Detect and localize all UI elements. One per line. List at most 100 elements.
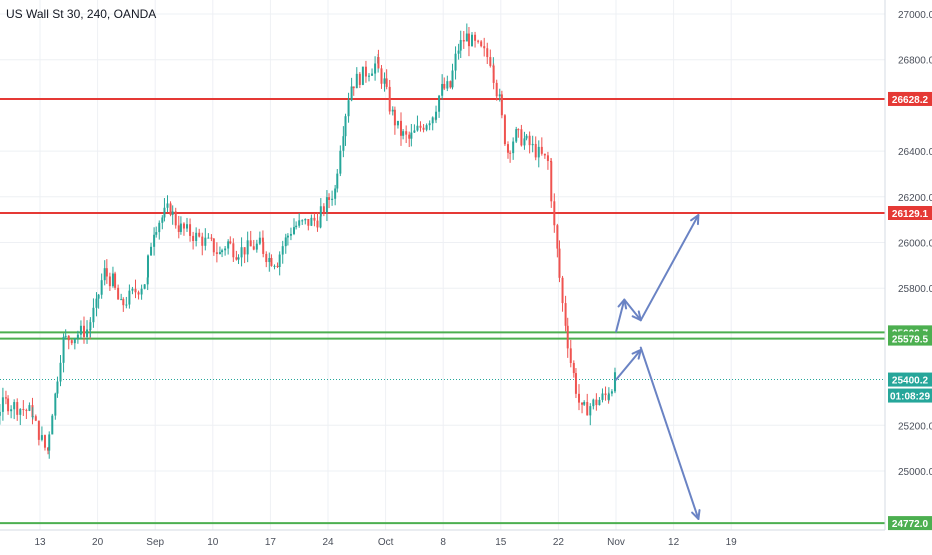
candle-body [483, 46, 486, 49]
candle-body [186, 224, 189, 229]
candle-body [201, 236, 204, 246]
candle-body [51, 415, 54, 435]
candle-body [489, 57, 492, 66]
candle-body [281, 246, 284, 255]
candle-body [578, 393, 580, 403]
candle-body [22, 409, 25, 411]
y-tick-label: 26200.0 [898, 193, 932, 204]
candle-body [517, 129, 520, 131]
candle-body [235, 257, 238, 260]
arrow-down-long-head [691, 509, 701, 520]
candle-body [355, 73, 358, 89]
candle-body [506, 144, 509, 153]
candle-body [380, 68, 383, 84]
candle-body [358, 73, 361, 85]
candle-body [474, 34, 477, 41]
arrow-up-short-shaft [615, 348, 642, 381]
candle-body [221, 250, 224, 253]
candle-body [276, 265, 279, 267]
candle-body [451, 70, 454, 88]
candle-body [28, 405, 31, 411]
candle-body [342, 136, 345, 151]
y-tick-label: 26000.0 [898, 239, 932, 250]
candle-body [498, 94, 501, 97]
arrow-small-down[interactable] [623, 298, 642, 322]
arrow-up-long[interactable] [639, 214, 700, 322]
candle-body [265, 253, 268, 263]
candle-body [583, 402, 586, 405]
candle-body [252, 246, 255, 250]
y-tick-label: 27000.0 [898, 10, 932, 21]
candle-body [598, 399, 601, 406]
level-label-box-resistance-1 [888, 91, 932, 106]
candle-body [111, 273, 114, 287]
candle-body [79, 325, 82, 335]
candle-body [566, 325, 569, 349]
candle-body [525, 135, 528, 139]
x-tick-label: 22 [553, 537, 565, 548]
candle-body [350, 86, 353, 101]
countdown-label: 01:08:29 [890, 392, 930, 403]
candle-body [215, 252, 218, 255]
level-label-box-resistance-2 [888, 206, 932, 221]
candle-body [313, 217, 316, 221]
candle-body [103, 268, 106, 281]
candle-body [179, 223, 182, 232]
candle-body [258, 237, 261, 244]
candle-body [31, 416, 34, 418]
candle-body [67, 335, 70, 341]
arrow-up-small[interactable] [615, 298, 628, 333]
candle-body [328, 197, 331, 200]
candle-body [465, 33, 468, 42]
arrow-down-long[interactable] [639, 346, 701, 520]
x-tick-label: 15 [495, 537, 507, 548]
level-label-support-3: 24772.0 [892, 519, 929, 530]
candle-body [261, 237, 264, 242]
candle-body [410, 132, 413, 139]
candle-body [385, 78, 388, 87]
candle-body [100, 280, 103, 295]
candle-body [47, 447, 50, 451]
candle-body [284, 237, 287, 247]
candle-body [492, 65, 495, 83]
x-tick-label: Sep [146, 537, 164, 548]
candle-body [224, 248, 227, 251]
candle-body [240, 247, 243, 258]
candle-body [243, 247, 246, 255]
x-tick-label: 17 [265, 537, 277, 548]
candle-body [16, 402, 19, 415]
level-label-resistance-1: 26628.2 [892, 95, 929, 106]
candle-body [182, 223, 185, 229]
candle-body [339, 150, 342, 174]
candle-body [364, 66, 367, 77]
y-tick-label: 26400.0 [898, 147, 932, 158]
candle-body [495, 82, 498, 97]
candle-body [556, 225, 559, 249]
candle-body [454, 53, 457, 71]
y-tick-label: 25000.0 [898, 467, 932, 478]
level-label-support-2: 25579.5 [892, 335, 929, 346]
candle-body [601, 393, 604, 400]
x-tick-label: 24 [322, 537, 334, 548]
candle-body [161, 217, 164, 223]
candle-body [374, 63, 377, 74]
candle-body [347, 100, 350, 117]
candle-body [310, 217, 313, 226]
candle-body [331, 198, 334, 200]
candle-body [143, 284, 146, 289]
candle-body [10, 409, 13, 412]
arrow-up-short[interactable] [615, 348, 642, 381]
candle-body [150, 246, 153, 256]
candle-body [229, 241, 232, 244]
candle-body [64, 335, 67, 337]
candle-body [553, 201, 556, 226]
candle-body [480, 41, 483, 47]
candle-body [249, 240, 252, 247]
candle-body [435, 111, 438, 120]
countdown-box [888, 388, 932, 403]
candle-body [550, 161, 553, 202]
candle-body [383, 78, 386, 84]
candle-body [153, 234, 156, 247]
